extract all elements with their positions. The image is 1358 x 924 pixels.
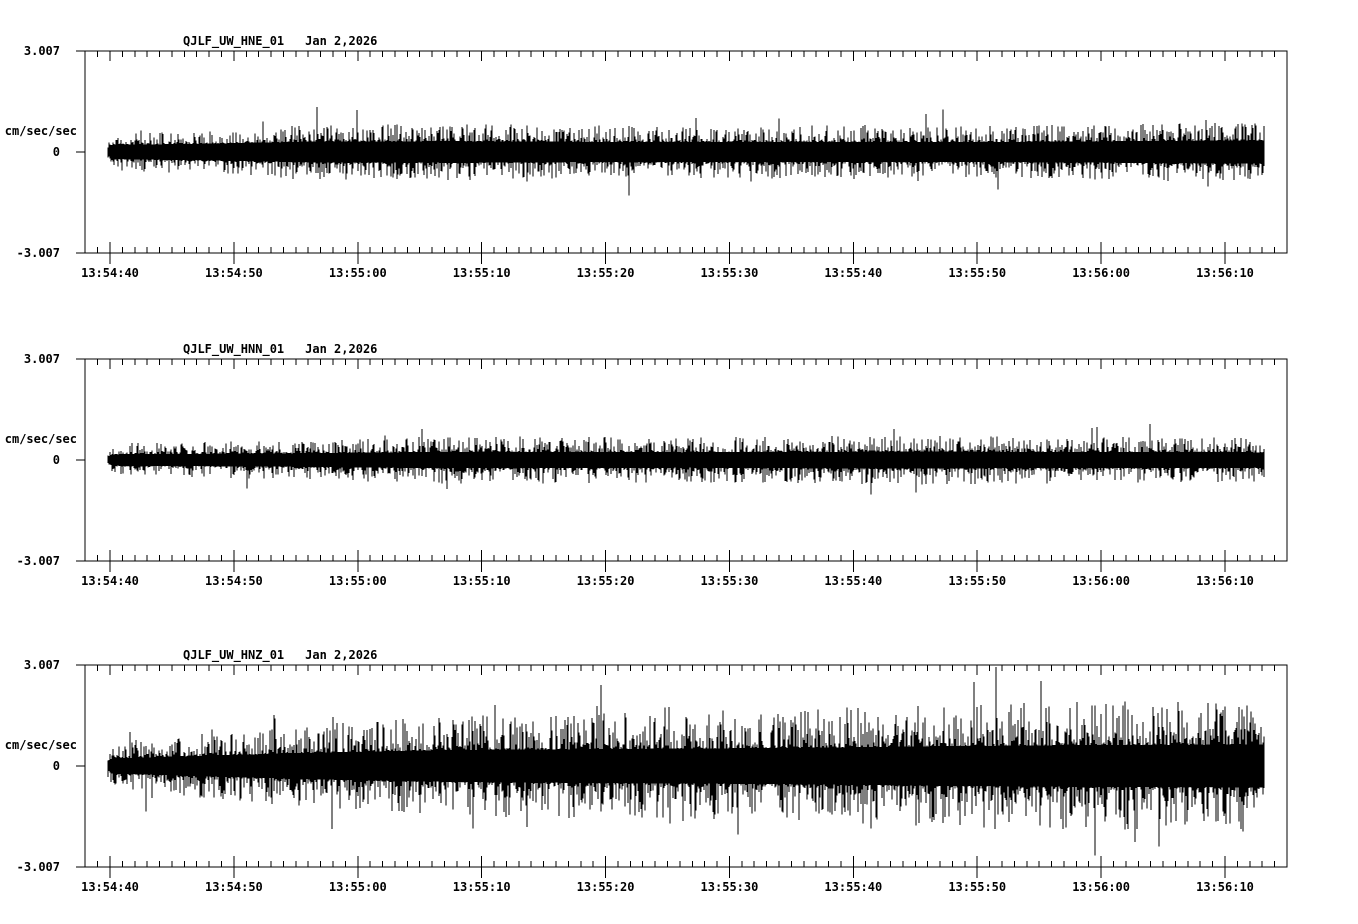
y-axis-min-label: -3.007	[16, 246, 60, 260]
x-tick-label: 13:55:30	[700, 880, 759, 894]
panel-title-station: QJLF_UW_HNN_01	[183, 342, 285, 356]
panel-title: QJLF_UW_HNE_01 Jan 2,2026	[183, 34, 377, 48]
x-tick-label: 13:55:10	[452, 574, 511, 588]
x-tick-label: 13:56:10	[1196, 266, 1254, 280]
x-axis-labels: 13:54:40 13:54:50 13:55:00 13:55:10 13:55:20…	[0, 266, 1358, 280]
y-axis-units-label: cm/sec/sec	[4, 124, 77, 138]
x-tick-label: 13:55:20	[576, 266, 635, 280]
x-tick-label: 13:55:10	[452, 880, 511, 894]
seismogram-plot	[76, 358, 1288, 572]
x-tick-label: 13:55:50	[948, 574, 1007, 588]
x-tick-label: 13:55:40	[824, 880, 883, 894]
y-axis-zero-label: 0	[52, 759, 60, 773]
panel-title: QJLF_UW_HNZ_01 Jan 2,2026	[183, 648, 377, 662]
panel-title-date: Jan 2,2026	[305, 648, 378, 662]
x-tick-label: 13:56:00	[1072, 880, 1131, 894]
x-tick-label: 13:55:10	[452, 266, 511, 280]
x-tick-label: 13:55:00	[328, 880, 387, 894]
x-tick-label: 13:55:00	[328, 574, 387, 588]
x-tick-label: 13:56:10	[1196, 880, 1254, 894]
x-axis-labels: 13:54:40 13:54:50 13:55:00 13:55:10 13:55:20…	[0, 880, 1358, 894]
seismogram-trace	[107, 107, 1265, 196]
panel-title-date: Jan 2,2026	[305, 342, 378, 356]
x-tick-label: 13:56:00	[1072, 574, 1131, 588]
seismogram-trace	[107, 667, 1265, 856]
y-axis-min-label: -3.007	[16, 860, 60, 874]
x-tick-label: 13:54:40	[81, 266, 139, 280]
plot-axes	[76, 664, 1288, 878]
y-axis-units-label: cm/sec/sec	[4, 432, 77, 446]
x-tick-label: 13:55:40	[824, 574, 883, 588]
seismogram-plot	[76, 664, 1288, 878]
x-tick-label: 13:55:30	[700, 266, 759, 280]
x-tick-label: 13:55:50	[948, 880, 1007, 894]
y-axis-zero-label: 0	[52, 453, 60, 467]
x-tick-label: 13:55:20	[576, 574, 635, 588]
x-tick-label: 13:55:20	[576, 880, 635, 894]
x-tick-label: 13:54:50	[204, 574, 263, 588]
panel-title: QJLF_UW_HNN_01 Jan 2,2026	[183, 342, 377, 356]
x-tick-label: 13:55:30	[700, 574, 759, 588]
plot-axes	[76, 50, 1288, 264]
plot-axes	[76, 358, 1288, 572]
y-axis-min-label: -3.007	[16, 554, 60, 568]
x-tick-label: 13:56:00	[1072, 266, 1131, 280]
seismogram-trace	[107, 424, 1265, 495]
x-tick-label: 13:54:50	[204, 266, 263, 280]
x-tick-label: 13:54:40	[81, 880, 139, 894]
y-axis-max-label: 3.007	[23, 658, 60, 672]
x-tick-label: 13:56:10	[1196, 574, 1254, 588]
y-axis-max-label: 3.007	[23, 44, 60, 58]
y-axis-units-label: cm/sec/sec	[4, 738, 77, 752]
x-tick-label: 13:55:00	[328, 266, 387, 280]
panel-title-date: Jan 2,2026	[305, 34, 378, 48]
x-tick-label: 13:54:50	[204, 880, 263, 894]
x-axis-labels: 13:54:40 13:54:50 13:55:00 13:55:10 13:55:20…	[0, 574, 1358, 588]
x-tick-label: 13:54:40	[81, 574, 139, 588]
y-axis-zero-label: 0	[52, 145, 60, 159]
x-tick-label: 13:55:40	[824, 266, 883, 280]
y-axis-max-label: 3.007	[23, 352, 60, 366]
panel-title-station: QJLF_UW_HNZ_01	[183, 648, 285, 662]
seismogram-plot	[76, 50, 1288, 264]
panel-title-station: QJLF_UW_HNE_01	[183, 34, 285, 48]
x-tick-label: 13:55:50	[948, 266, 1007, 280]
